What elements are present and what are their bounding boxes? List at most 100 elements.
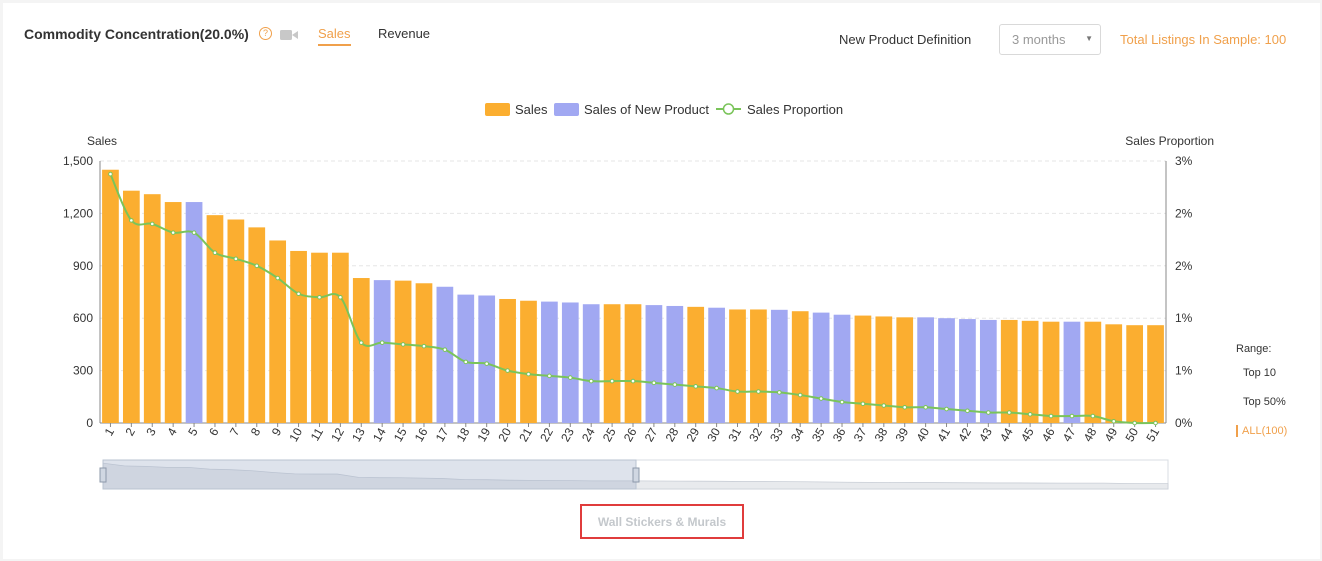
tab-sales[interactable]: Sales	[318, 26, 351, 46]
x-tick-label: 29	[683, 425, 702, 444]
bar	[979, 319, 997, 423]
x-tick-label: 30	[704, 425, 723, 444]
proportion-point	[777, 390, 782, 395]
bar	[185, 202, 203, 423]
bar	[666, 305, 684, 423]
zoom-handle-right[interactable]	[632, 467, 640, 483]
bar	[227, 219, 245, 423]
page-title: Commodity Concentration(20.0%)	[24, 26, 249, 42]
help-icon[interactable]: ?	[259, 27, 272, 40]
x-tick-label: 41	[934, 425, 953, 444]
proportion-point	[818, 396, 824, 401]
bar	[917, 317, 934, 423]
total-listings-text: Total Listings In Sample: 100	[1120, 32, 1287, 47]
zoom-slider-preview	[102, 462, 1169, 490]
bar	[122, 190, 140, 423]
new-product-definition-select[interactable]: 3 months ▼	[999, 24, 1101, 55]
proportion-point	[505, 368, 510, 373]
x-tick-label: 27	[642, 425, 661, 444]
bar	[938, 318, 955, 423]
bar	[875, 316, 893, 423]
bar	[770, 309, 788, 423]
x-tick-label: 3	[143, 425, 159, 438]
proportion-point	[526, 371, 531, 377]
range-option-all[interactable]: ALL(100)	[1236, 425, 1287, 437]
x-tick-label: 14	[370, 425, 389, 444]
bar	[1042, 321, 1060, 423]
bar	[833, 314, 851, 423]
y-tick-right: 0%	[1175, 416, 1193, 430]
range-option-top10[interactable]: Top 10	[1243, 367, 1277, 379]
proportion-point	[860, 401, 866, 407]
tab-revenue[interactable]: Revenue	[378, 26, 431, 41]
bar	[750, 309, 767, 423]
y-tick-left: 300	[73, 364, 93, 378]
bar	[164, 202, 182, 423]
proportion-point	[317, 294, 322, 300]
y-tick-left: 1,200	[63, 206, 93, 220]
proportion-point	[609, 378, 615, 384]
bar	[373, 280, 391, 423]
bar	[206, 215, 224, 423]
x-tick-label: 2	[122, 425, 138, 438]
proportion-point	[547, 373, 552, 379]
y-tick-right: 2%	[1175, 206, 1193, 220]
bar	[561, 302, 579, 423]
x-tick-label: 12	[328, 425, 347, 444]
bar	[687, 306, 705, 423]
legend-label: Sales of New Product	[584, 102, 709, 117]
bar	[708, 307, 725, 423]
bar	[541, 301, 558, 423]
x-tick-label: 34	[788, 425, 807, 444]
zoom-slider-window[interactable]	[102, 459, 637, 490]
video-icon[interactable]	[280, 30, 298, 40]
y-tick-right: 2%	[1175, 259, 1193, 273]
proportion-point	[1153, 420, 1158, 426]
x-tick-label: 24	[579, 425, 598, 444]
category-label: Wall Stickers & Murals	[597, 515, 727, 529]
proportion-point	[651, 380, 657, 386]
bar	[269, 240, 287, 423]
range-option-top50[interactable]: Top 50%	[1243, 396, 1286, 408]
x-tick-label: 18	[454, 425, 473, 444]
proportion-point	[923, 404, 928, 410]
x-tick-label: 1	[102, 425, 118, 438]
proportion-point	[191, 230, 197, 235]
y-tick-left: 600	[73, 311, 93, 325]
proportion-point	[756, 389, 761, 394]
proportion-point	[149, 221, 155, 227]
x-tick-label: 22	[537, 425, 556, 444]
bar	[1147, 325, 1164, 423]
bar	[248, 227, 266, 423]
x-tick-label: 21	[516, 425, 535, 444]
bar	[959, 319, 976, 423]
proportion-point	[839, 399, 845, 405]
x-tick-label: 39	[893, 425, 912, 444]
proportion-point	[630, 378, 636, 384]
proportion-point	[735, 389, 740, 394]
zoom-handle-left[interactable]	[99, 467, 107, 483]
bar	[499, 298, 516, 423]
x-tick-label: 40	[913, 425, 932, 444]
x-tick-label: 36	[830, 425, 849, 444]
proportion-point	[129, 218, 134, 223]
y-tick-right: 1%	[1175, 311, 1193, 325]
proportion-point	[379, 340, 385, 345]
proportion-point	[797, 392, 803, 398]
proportion-point	[400, 342, 406, 347]
x-tick-label: 4	[164, 425, 180, 438]
bar	[352, 278, 370, 423]
new-product-definition-value: 3 months	[1012, 32, 1066, 47]
x-tick-label: 49	[1102, 425, 1121, 444]
x-tick-label: 13	[349, 425, 368, 444]
y-tick-right: 1%	[1175, 364, 1193, 378]
x-tick-label: 15	[391, 425, 410, 444]
proportion-point	[881, 403, 887, 408]
proportion-point	[296, 291, 301, 297]
legend-swatch	[554, 103, 579, 116]
y-tick-left: 1,500	[63, 154, 93, 168]
x-tick-label: 45	[1018, 425, 1037, 444]
bar	[624, 304, 642, 423]
proportion-point	[254, 263, 260, 269]
